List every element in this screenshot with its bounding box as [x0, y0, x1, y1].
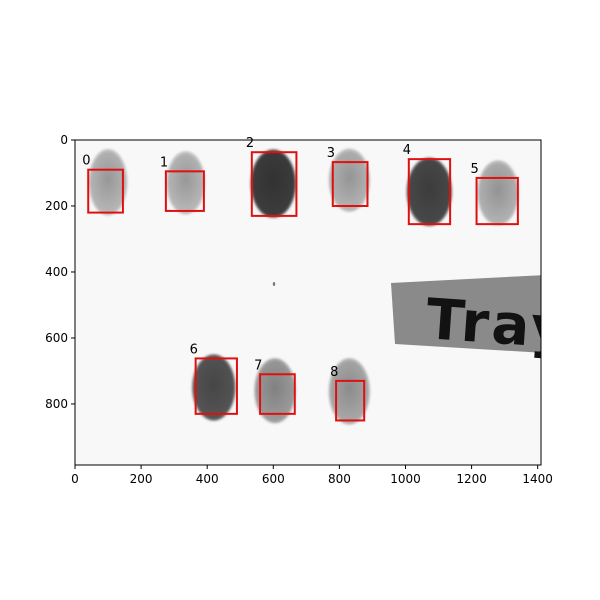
box-label-1: 1: [160, 155, 168, 170]
bounding-box-4: [407, 158, 452, 226]
x-tick-label-600: 600: [262, 472, 285, 486]
x-tick-label-1400: 1400: [522, 472, 553, 486]
seed-0: [88, 149, 128, 216]
seed-2: [250, 149, 296, 218]
speck: [272, 282, 276, 286]
axes-frame: [74, 139, 542, 466]
x-tick-label-0: 0: [71, 472, 79, 486]
seed-shading: [168, 154, 203, 212]
bounding-box-6: [194, 357, 238, 415]
seed-photo: Tray: [75, 140, 572, 465]
y-tick-label-400: 400: [45, 265, 68, 279]
y-tick-label-200: 200: [45, 199, 68, 213]
bounding-box-2: [250, 151, 298, 217]
seed-shading: [256, 361, 294, 420]
seed-layer: [88, 148, 519, 425]
box-label-3: 3: [327, 146, 335, 161]
seed-shading: [409, 161, 450, 223]
box-label-layer: 0 1 2 3 4 5 6 7 8: [82, 136, 479, 380]
y-tick-label-800: 800: [45, 397, 68, 411]
x-tick-label-800: 800: [328, 472, 351, 486]
seed-8: [328, 358, 370, 425]
box-label-4: 4: [403, 143, 411, 158]
bounding-box-layer: [87, 151, 519, 422]
x-tick-label-400: 400: [196, 472, 219, 486]
y-tick-label-0: 0: [60, 133, 68, 147]
bounding-box-0: [87, 168, 124, 214]
seed-6: [192, 354, 236, 421]
tray-label-text: Tray: [424, 287, 572, 362]
box-label-2: 2: [246, 136, 254, 151]
seed-1: [166, 151, 205, 215]
seed-shading: [253, 152, 294, 215]
bounding-box-5: [475, 176, 519, 226]
bounding-box-8: [335, 379, 366, 422]
x-tick-label-200: 200: [130, 472, 153, 486]
box-label-0: 0: [82, 154, 90, 169]
x-tick-label-1000: 1000: [390, 472, 421, 486]
box-label-5: 5: [471, 162, 479, 177]
x-tick-label-1200: 1200: [456, 472, 487, 486]
seed-shading: [330, 152, 368, 209]
bounding-box-3: [331, 161, 369, 207]
seed-3: [328, 148, 370, 212]
seed-4: [406, 157, 452, 226]
x-axis: 0 200 400 600 800 1000 1200 1400: [71, 465, 553, 486]
seed-shading: [90, 152, 126, 212]
bounding-box-7: [259, 373, 296, 415]
seed-shading: [194, 357, 234, 418]
bounding-box-1: [164, 170, 205, 212]
box-label-6: 6: [190, 342, 198, 357]
seed-5: [477, 160, 519, 226]
box-label-7: 7: [254, 358, 262, 373]
y-tick-label-600: 600: [45, 331, 68, 345]
seed-shading: [330, 361, 368, 422]
tray-label-card: Tray: [391, 275, 572, 362]
box-label-8: 8: [330, 365, 338, 380]
seed-shading: [479, 163, 517, 222]
y-axis: 0 200 400 600 800: [45, 133, 75, 411]
tray-card-shape: [391, 275, 541, 353]
